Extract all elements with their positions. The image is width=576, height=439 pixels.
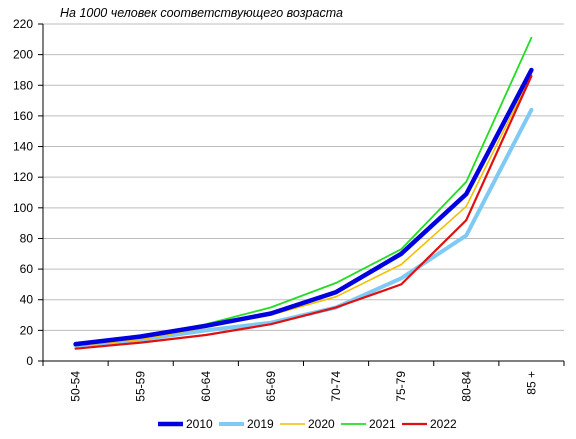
legend: 2010 2019 2020 2021 2022 bbox=[158, 417, 457, 431]
x-tick-label: 70-74 bbox=[329, 371, 343, 402]
x-tick-label: 85 + bbox=[524, 371, 538, 395]
x-axis-ticks: 50-54 55-59 60-64 65-69 70-74 75-79 80-84 85 + bbox=[42, 361, 565, 402]
x-tick-label: 55-59 bbox=[134, 371, 148, 402]
y-tick-label: 100 bbox=[13, 201, 33, 215]
y-tick-label: 200 bbox=[13, 48, 33, 62]
grid bbox=[43, 23, 564, 331]
y-tick-label: 20 bbox=[20, 323, 34, 337]
series-lines bbox=[73, 36, 534, 350]
x-tick-label: 65-69 bbox=[264, 371, 278, 402]
x-tick-label: 80-84 bbox=[459, 371, 473, 402]
y-tick-label: 160 bbox=[13, 109, 33, 123]
y-tick-label: 0 bbox=[26, 354, 33, 368]
series-line-2022 bbox=[74, 74, 533, 350]
legend-label-2020: 2020 bbox=[308, 417, 335, 431]
y-tick-label: 40 bbox=[20, 293, 34, 307]
legend-label-2021: 2021 bbox=[369, 417, 396, 431]
y-tick-label: 220 bbox=[13, 17, 33, 31]
y-axis-ticks: 0 20 40 60 80 100 120 140 160 180 200 220 bbox=[13, 17, 43, 368]
axes bbox=[42, 24, 564, 362]
series-line-2019 bbox=[73, 107, 534, 348]
y-tick-label: 120 bbox=[13, 170, 33, 184]
series-line-2020 bbox=[74, 73, 533, 347]
series-line-2010 bbox=[73, 67, 534, 347]
legend-label-2010: 2010 bbox=[186, 417, 213, 431]
y-tick-label: 180 bbox=[13, 78, 33, 92]
series-line-2021 bbox=[74, 36, 533, 346]
x-tick-label: 60-64 bbox=[199, 371, 213, 402]
chart-title: На 1000 человек соответствующего возраст… bbox=[60, 6, 343, 20]
y-tick-label: 140 bbox=[13, 140, 33, 154]
x-tick-label: 50-54 bbox=[69, 371, 83, 402]
legend-label-2022: 2022 bbox=[430, 417, 457, 431]
legend-label-2019: 2019 bbox=[247, 417, 274, 431]
y-tick-label: 80 bbox=[20, 231, 34, 245]
y-tick-label: 60 bbox=[20, 262, 34, 276]
x-tick-label: 75-79 bbox=[394, 371, 408, 402]
